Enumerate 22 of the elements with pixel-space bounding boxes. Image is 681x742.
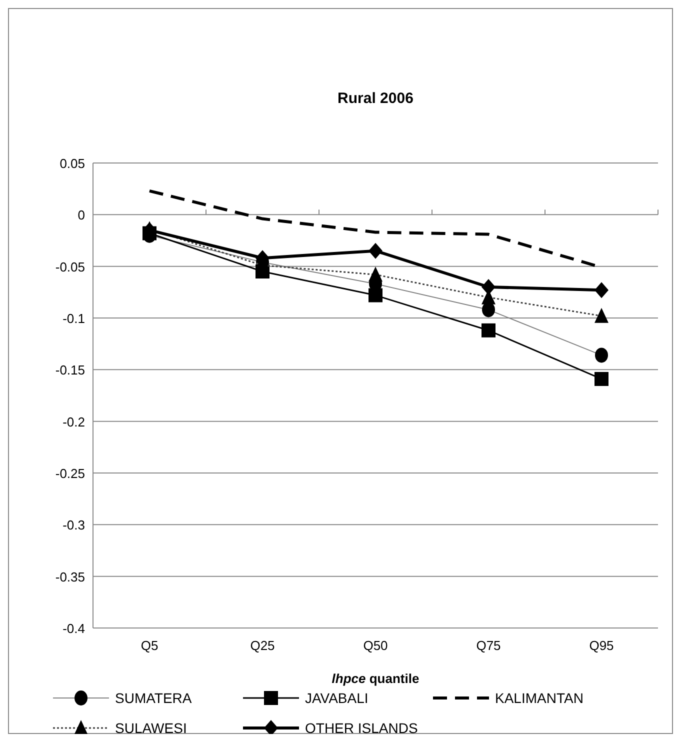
y-tick-label: -0.4 — [62, 621, 85, 636]
x-tick-label: Q95 — [589, 638, 614, 653]
y-tick-label: 0 — [78, 208, 85, 223]
y-tick-label: -0.35 — [55, 569, 85, 584]
x-tick-label: Q75 — [476, 638, 501, 653]
chart-title: Rural 2006 — [338, 90, 414, 107]
x-axis-title: lhpce quantile — [332, 671, 420, 686]
y-tick-label: 0.05 — [60, 156, 85, 171]
legend-label: KALIMANTAN — [495, 690, 584, 706]
y-tick-label: -0.3 — [62, 518, 85, 533]
y-tick-label: -0.1 — [62, 311, 85, 326]
x-tick-label: Q50 — [363, 638, 388, 653]
y-tick-label: -0.05 — [55, 259, 85, 274]
y-tick-label: -0.15 — [55, 362, 85, 378]
legend-label: SUMATERA — [115, 690, 192, 706]
x-tick-label: Q25 — [250, 638, 275, 653]
y-tick-label: -0.2 — [62, 414, 85, 430]
legend-label: JAVABALI — [305, 690, 368, 706]
legend-label: SULAWESI — [115, 720, 187, 736]
y-tick-label: -0.25 — [55, 466, 85, 481]
legend-label: OTHER ISLANDS — [305, 720, 418, 736]
x-tick-label: Q5 — [140, 638, 158, 653]
